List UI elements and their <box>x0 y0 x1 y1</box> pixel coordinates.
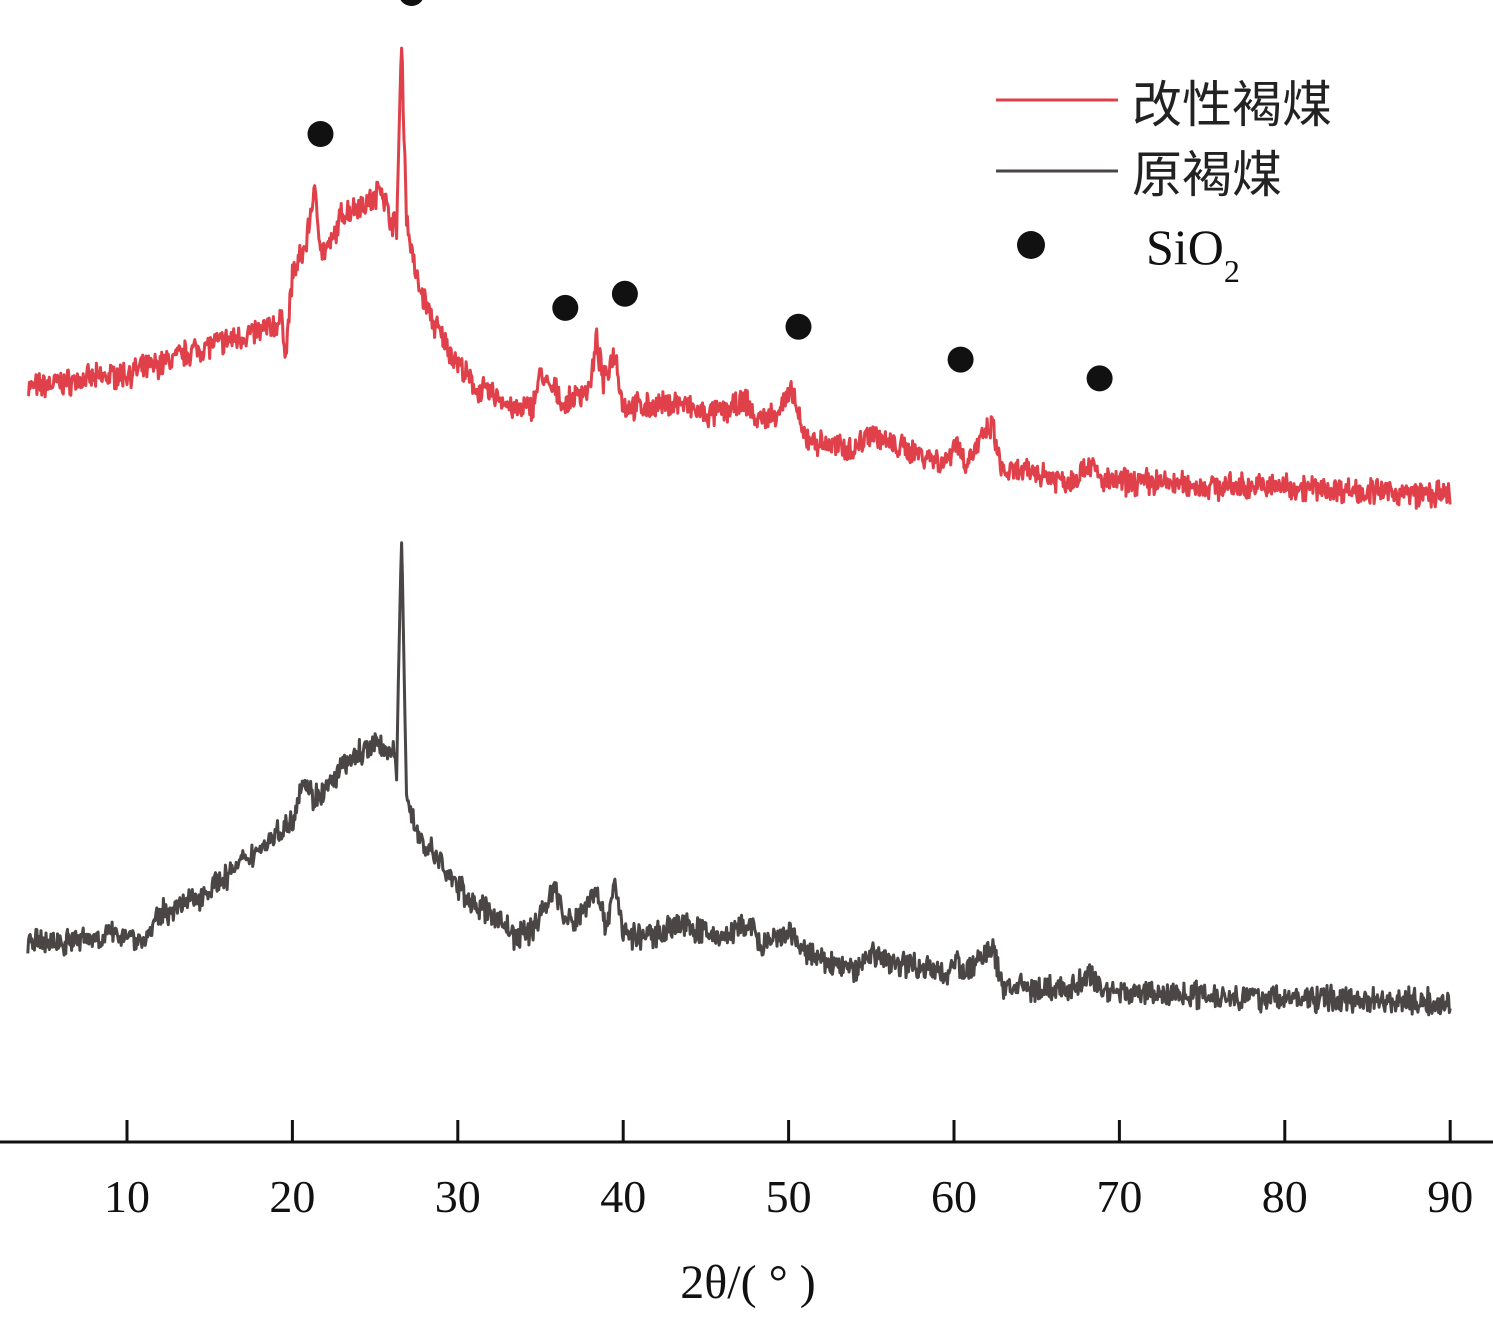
marker-layer <box>307 0 1113 392</box>
legend-marker-sio2 <box>1017 231 1045 259</box>
legend-label-sio2-sub: 2 <box>1224 253 1240 289</box>
sio2-peak-marker <box>611 280 638 307</box>
x-tick-label: 90 <box>1427 1171 1473 1222</box>
x-tick-label: 60 <box>931 1171 977 1222</box>
sio2-peak-marker <box>1086 365 1113 392</box>
x-tick-label: 20 <box>269 1171 315 1222</box>
legend-label-sio2-base: SiO <box>1146 219 1224 275</box>
x-axis: 10 20 30 40 50 60 70 80 90 <box>0 1120 1493 1222</box>
legend-label-sio2: SiO2 <box>1146 219 1240 289</box>
sio2-peak-marker <box>552 294 579 321</box>
sio2-peak-marker <box>400 0 423 6</box>
x-tick-label: 10 <box>104 1171 150 1222</box>
legend-label-raw: 原褐煤 <box>1132 146 1282 204</box>
x-axis-label: 2θ/( ° ) <box>680 1256 816 1309</box>
sio2-peak-marker <box>947 346 974 373</box>
sio2-peak-marker <box>307 121 334 147</box>
series-line-raw-lignite <box>26 541 1452 1017</box>
x-tick-label: 70 <box>1096 1171 1142 1222</box>
x-tick-label: 80 <box>1262 1171 1308 1222</box>
x-tick-label: 30 <box>435 1171 481 1222</box>
legend-label-modified: 改性褐煤 <box>1132 76 1332 134</box>
x-tick-label: 50 <box>766 1171 812 1222</box>
series-layer <box>26 46 1452 1017</box>
x-tick-label: 40 <box>600 1171 646 1222</box>
series-line-modified-lignite <box>27 46 1452 510</box>
sio2-peak-marker <box>785 313 812 340</box>
legend: 改性褐煤 原褐煤 SiO2 <box>996 76 1332 289</box>
